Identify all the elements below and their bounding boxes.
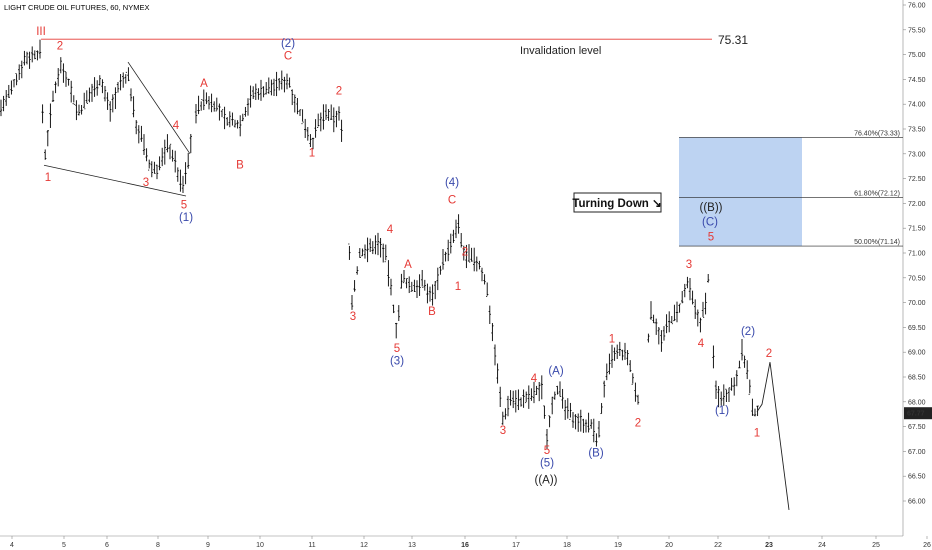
wave-label: (1) — [179, 212, 193, 224]
wave-label: A — [200, 78, 208, 90]
x-tick-label: 26 — [923, 542, 931, 549]
wave-label: 2 — [336, 85, 342, 97]
fib-level-label: 76.40%(73.33) — [854, 130, 900, 137]
wave-label: 1 — [754, 428, 760, 440]
wave-label: A — [404, 259, 412, 271]
current-price-tag — [904, 407, 932, 420]
y-tick-label: 67.00 — [908, 449, 926, 456]
wave-label: 5 — [544, 445, 550, 457]
x-tick-label: 13 — [408, 542, 416, 549]
y-tick-label: 70.00 — [908, 300, 926, 307]
y-tick-label: 69.50 — [908, 325, 926, 332]
y-tick-label: 69.00 — [908, 350, 926, 357]
invalidation-label: Invalidation level — [520, 45, 601, 57]
wave-label: 1 — [609, 333, 615, 345]
wave-label: 4 — [173, 120, 180, 132]
wedge-upper-line — [127, 61, 191, 155]
x-tick-label: 22 — [714, 542, 722, 549]
x-tick-label: 6 — [105, 542, 109, 549]
y-tick-label: 73.50 — [908, 127, 926, 134]
y-tick-label: 76.00 — [908, 3, 926, 10]
x-tick-label: 11 — [308, 542, 315, 549]
wave-label: 4 — [698, 338, 705, 350]
invalidation-value: 75.31 — [718, 33, 748, 47]
callout-text: Turning Down ↘ — [572, 198, 661, 210]
wave-label: B — [428, 306, 436, 318]
projection-path — [756, 362, 790, 510]
y-tick-label: 74.50 — [908, 77, 926, 84]
callout-box — [573, 192, 662, 213]
chart-title: LIGHT CRUDE OIL FUTURES, 60, NYMEX — [4, 3, 150, 12]
wave-label: 2 — [766, 348, 772, 360]
wave-label: (B) — [588, 447, 604, 459]
wave-label: C — [284, 51, 292, 63]
x-tick-label: 5 — [62, 542, 66, 549]
x-tick-label: 9 — [206, 542, 210, 549]
y-tick-label: 70.50 — [908, 275, 926, 282]
y-tick-label: 68.00 — [908, 399, 926, 406]
wave-label: (2) — [741, 326, 755, 338]
wave-label: 3 — [686, 259, 692, 271]
x-tick-label: 20 — [665, 542, 673, 549]
wave-label: 5 — [394, 343, 400, 355]
x-tick-label: 8 — [156, 542, 160, 549]
wave-label: (5) — [540, 457, 554, 469]
wave-label: 1 — [455, 281, 461, 293]
y-tick-label: 74.00 — [908, 102, 926, 109]
wave-label: 4 — [387, 224, 394, 236]
x-tick-label: 18 — [563, 542, 571, 549]
y-tick-label: 71.50 — [908, 226, 926, 233]
wave-label: (4) — [445, 177, 459, 189]
x-tick-label: 24 — [818, 542, 826, 549]
y-tick-label: 66.00 — [908, 499, 926, 506]
fib-level-label: 61.80%(72.12) — [854, 190, 900, 197]
x-tick-label: 17 — [512, 542, 520, 549]
wave-label: 4 — [531, 373, 538, 385]
x-tick-label: 23 — [765, 542, 773, 549]
wave-label: C — [448, 194, 456, 206]
wave-label: 3 — [143, 177, 149, 189]
current-price-label: 67.77 — [907, 411, 925, 418]
wave-label: 1 — [45, 172, 51, 184]
wave-label: ((B)) — [700, 202, 723, 214]
wave-label: B — [236, 160, 244, 172]
wave-label: 2 — [635, 418, 641, 430]
y-tick-label: 72.50 — [908, 176, 926, 183]
y-tick-label: 71.00 — [908, 251, 926, 258]
wave-label: III — [36, 26, 46, 38]
wave-label: 5 — [181, 199, 187, 211]
wave-label: (3) — [390, 356, 404, 368]
y-tick-label: 66.50 — [908, 474, 926, 481]
wave-label: 3 — [500, 425, 506, 437]
wave-label: (2) — [281, 38, 295, 50]
x-tick-label: 10 — [256, 542, 264, 549]
wave-label: (1) — [715, 405, 729, 417]
wave-label: 5 — [708, 232, 714, 244]
y-tick-label: 75.50 — [908, 27, 926, 34]
fib-level-label: 50.00%(71.14) — [854, 239, 900, 246]
y-tick-label: 68.50 — [908, 375, 926, 382]
x-tick-label: 25 — [872, 542, 880, 549]
y-tick-label: 75.00 — [908, 52, 926, 59]
price-bars — [0, 39, 759, 450]
fib-target-box — [679, 137, 802, 247]
wave-label: 2 — [462, 246, 468, 258]
wave-label: 1 — [309, 147, 315, 159]
wave-label: 2 — [57, 41, 63, 53]
wedge-lower-line — [43, 164, 187, 197]
y-tick-label: 67.50 — [908, 424, 926, 431]
y-tick-label: 72.00 — [908, 201, 926, 208]
wave-label: ((A)) — [535, 475, 558, 487]
x-tick-label: 4 — [10, 542, 14, 549]
x-tick-label: 12 — [360, 542, 368, 549]
wave-label: (A) — [548, 366, 564, 378]
x-tick-label: 19 — [614, 542, 622, 549]
wave-label: 3 — [350, 311, 356, 323]
x-tick-label: 16 — [461, 542, 469, 549]
wave-label: (C) — [702, 217, 718, 229]
y-tick-label: 73.00 — [908, 151, 926, 158]
turning-down-callout: Turning Down ↘ — [572, 192, 662, 213]
